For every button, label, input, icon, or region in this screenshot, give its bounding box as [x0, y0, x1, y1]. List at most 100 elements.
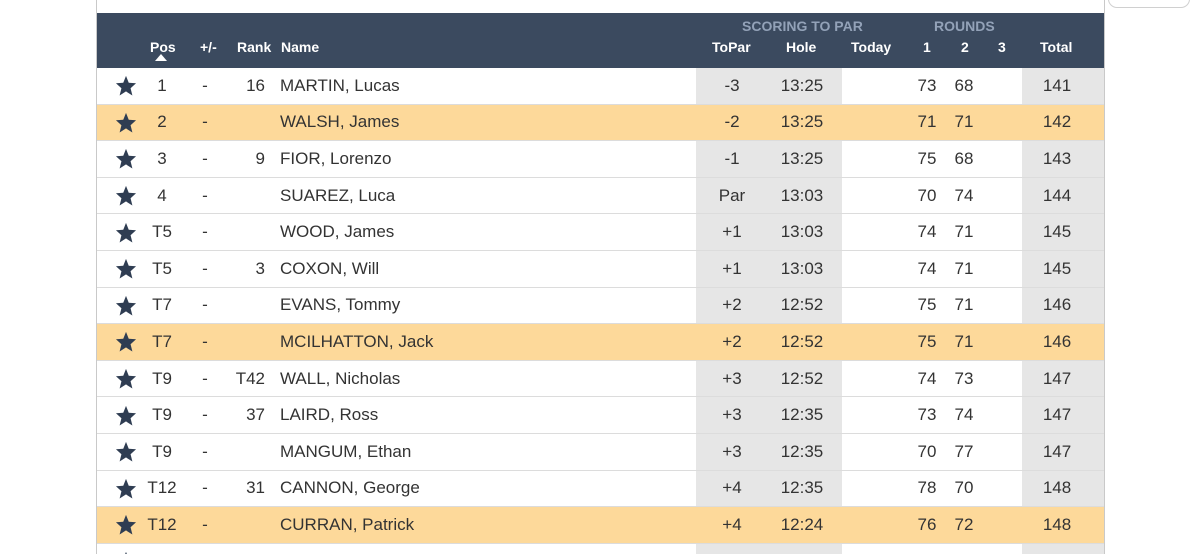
favorite-star-icon[interactable] [114, 324, 138, 360]
round-3-score [985, 251, 1019, 287]
position-change: - [202, 222, 208, 242]
position: T5 [152, 222, 172, 242]
scoring-column-shade [696, 141, 842, 177]
round-2-score: 71 [954, 258, 974, 278]
round-2-score: 71 [954, 331, 974, 351]
table-row[interactable] [97, 543, 1104, 554]
table-row[interactable]: T9 - T42 WALL, Nicholas +3 12:52 74 73 1… [97, 360, 1104, 398]
header-move[interactable]: +/- [200, 39, 217, 55]
round-2-score: 71 [954, 222, 974, 242]
player-name[interactable]: CURRAN, Patrick [280, 514, 415, 534]
header-hole[interactable]: Hole [786, 39, 817, 55]
favorite-star-icon[interactable] [114, 507, 138, 543]
table-row[interactable]: T12 - CURRAN, Patrick +4 12:24 76 72 148 [97, 507, 1104, 544]
table-row[interactable]: T5 - WOOD, James +1 13:03 74 71 145 [97, 214, 1104, 251]
favorite-star-icon[interactable] [114, 251, 138, 287]
round-2-score: 77 [954, 441, 974, 461]
total-column-shade [1022, 68, 1104, 104]
favorite-star-icon[interactable] [114, 361, 138, 397]
table-row[interactable]: 2 - WALSH, James -2 13:25 71 71 142 [97, 104, 1104, 142]
position-change: - [202, 514, 208, 534]
position-change: - [202, 331, 208, 351]
header-round-3[interactable]: 3 [998, 39, 1006, 55]
round-1-score: 75 [917, 331, 937, 351]
table-row[interactable]: 4 - SUAREZ, Luca Par 13:03 70 74 144 [97, 177, 1104, 215]
table-row[interactable]: T9 - 37 LAIRD, Ross +3 12:35 73 74 147 [97, 397, 1104, 434]
table-row[interactable]: T7 - EVANS, Tommy +2 12:52 75 71 146 [97, 287, 1104, 325]
player-name[interactable]: EVANS, Tommy [280, 295, 401, 315]
position [142, 544, 182, 554]
total-score: 148 [1042, 478, 1072, 498]
table-row[interactable]: T5 - 3 COXON, Will +1 13:03 74 71 145 [97, 250, 1104, 288]
tee-time: 13:03 [780, 222, 824, 242]
favorite-star-icon[interactable] [114, 544, 138, 554]
tee-time: 12:35 [780, 441, 824, 461]
header-rank[interactable]: Rank [237, 39, 272, 55]
today-score [837, 434, 907, 470]
favorite-star-icon[interactable] [114, 214, 138, 250]
round-2-score: 71 [954, 295, 974, 315]
table-row[interactable]: T12 - 31 CANNON, George +4 12:35 78 70 1… [97, 470, 1104, 508]
table-row[interactable]: 1 - 16 MARTIN, Lucas -3 13:25 73 68 141 [97, 68, 1104, 105]
today-score [837, 288, 907, 324]
player-name[interactable]: WOOD, James [280, 222, 395, 242]
player-name[interactable]: WALSH, James [280, 112, 400, 132]
favorite-star-icon[interactable] [114, 141, 138, 177]
position: T9 [152, 368, 172, 388]
total-column-shade [1022, 214, 1104, 250]
round-3-score [985, 105, 1019, 141]
total-column-shade [1022, 104, 1104, 141]
round-1-score: 73 [917, 75, 937, 95]
header-topar[interactable]: ToPar [712, 39, 751, 55]
round-1-score: 70 [917, 185, 937, 205]
round-2-score: 68 [954, 148, 974, 168]
total-column-shade [1022, 250, 1104, 287]
scoring-column-shade [696, 177, 842, 214]
tee-time: 13:03 [780, 185, 824, 205]
table-row[interactable]: T7 - MCILHATTON, Jack +2 12:52 75 71 146 [97, 324, 1104, 361]
player-name[interactable]: COXON, Will [280, 258, 380, 278]
player-name[interactable]: WALL, Nicholas [280, 368, 401, 388]
player-name[interactable]: MCILHATTON, Jack [280, 331, 434, 351]
sort-ascending-icon[interactable] [155, 54, 167, 61]
header-group-rounds: ROUNDS [934, 18, 995, 34]
favorite-star-icon[interactable] [114, 288, 138, 324]
to-par: -2 [724, 112, 740, 132]
world-rank: 31 [246, 478, 265, 498]
favorite-star-icon[interactable] [114, 397, 138, 433]
player-name[interactable]: LAIRD, Ross [280, 405, 379, 425]
player-name[interactable]: SUAREZ, Luca [280, 185, 396, 205]
header-pos[interactable]: Pos [150, 39, 176, 55]
table-row[interactable]: 3 - 9 FIOR, Lorenzo -1 13:25 75 68 143 [97, 141, 1104, 178]
round-2-score [947, 544, 981, 554]
header-today[interactable]: Today [851, 39, 892, 55]
today-score [837, 507, 907, 543]
player-name[interactable]: FIOR, Lorenzo [280, 148, 392, 168]
world-rank: 16 [246, 75, 265, 95]
favorite-star-icon[interactable] [114, 68, 138, 104]
today-score [837, 105, 907, 141]
round-1-score: 74 [917, 368, 937, 388]
scoring-column-shade [696, 324, 842, 360]
round-3-score [985, 324, 1019, 360]
header-group-scoring: SCORING TO PAR [742, 18, 863, 34]
player-name[interactable]: CANNON, George [280, 478, 420, 498]
favorite-star-icon[interactable] [114, 178, 138, 214]
header-name[interactable]: Name [281, 39, 320, 55]
favorite-star-icon[interactable] [114, 434, 138, 470]
total-column-shade [1022, 141, 1104, 177]
favorite-star-icon[interactable] [114, 471, 138, 507]
to-par: +1 [722, 258, 742, 278]
total-column-shade [1022, 507, 1104, 543]
scoring-column-shade [696, 104, 842, 141]
favorite-star-icon[interactable] [114, 105, 138, 141]
scoring-column-shade [696, 543, 842, 554]
header-round-1[interactable]: 1 [923, 39, 931, 55]
player-name[interactable]: MARTIN, Lucas [280, 75, 400, 95]
header-total[interactable]: Total [1040, 39, 1073, 55]
header-round-2[interactable]: 2 [961, 39, 969, 55]
player-name[interactable]: MANGUM, Ethan [280, 441, 412, 461]
player-name[interactable] [280, 544, 660, 554]
table-row[interactable]: T9 - MANGUM, Ethan +3 12:35 70 77 147 [97, 433, 1104, 471]
top-control[interactable] [1108, 0, 1190, 8]
